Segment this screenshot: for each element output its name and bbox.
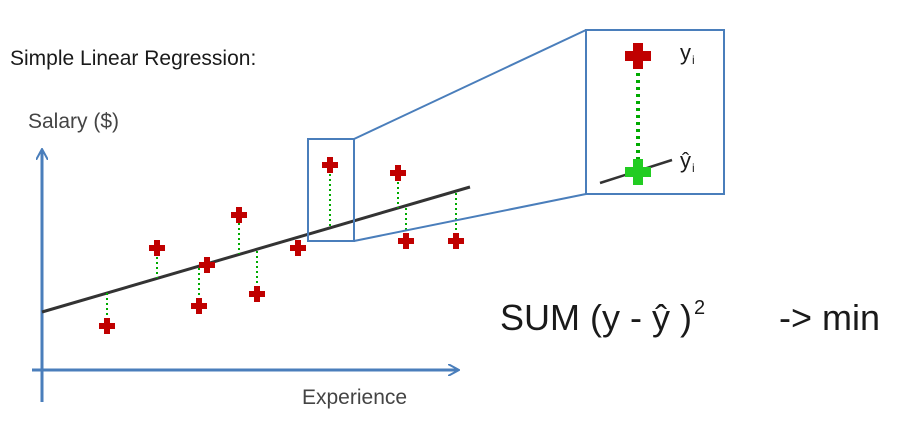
observed-point [191,298,207,314]
zoom-observed-point [625,43,651,69]
zoom-connector-top [353,29,587,140]
observed-point [231,207,247,223]
y-axis-label: Salary ($) [28,110,120,133]
observed-point [390,165,406,181]
formula-exponent: 2 [693,297,706,319]
observed-subscript: i [692,53,695,67]
observed-point [290,240,306,256]
observed-point [322,157,338,173]
highlight-box [307,138,355,242]
observed-label: yi [680,40,695,67]
observed-point [448,233,464,249]
sum-formula: SUM (y - ŷ ) 2 [500,297,705,339]
observed-point [249,286,265,302]
predicted-label: ŷi [680,148,695,175]
observed-point [398,233,414,249]
zoom-panel [585,29,725,195]
x-axis-label: Experience [302,386,408,409]
predicted-symbol: ŷ [680,148,691,173]
zoom-connector-bottom [353,193,587,242]
zoom-predicted-point [625,159,651,185]
formula-result: -> min [779,297,881,338]
diagram-title: Simple Linear Regression: [10,47,257,70]
observed-symbol: y [680,40,691,65]
observed-point [149,240,165,256]
observed-point [199,257,215,273]
observed-point [99,318,115,334]
formula-text: SUM (y - ŷ ) [500,297,692,338]
predicted-subscript: i [692,161,695,175]
